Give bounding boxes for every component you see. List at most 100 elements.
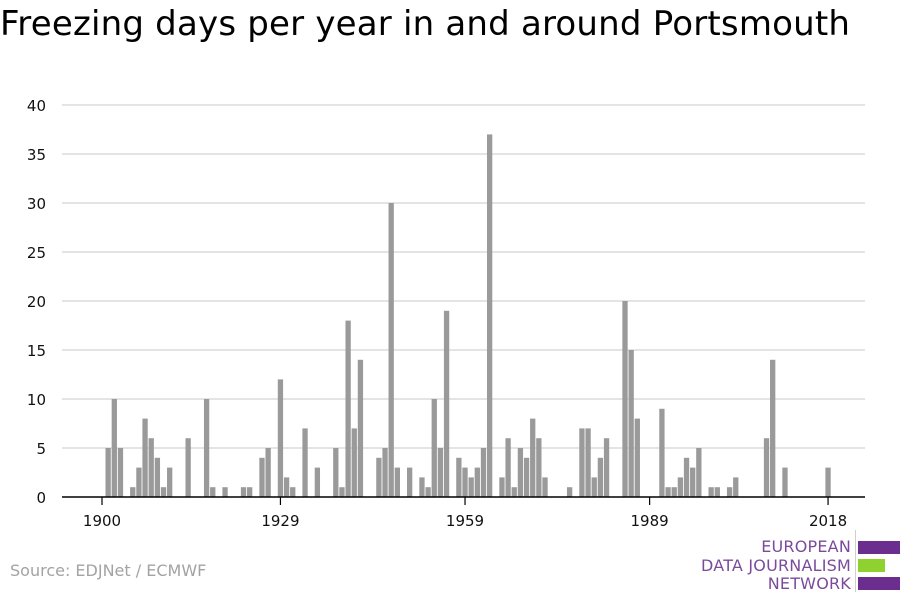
bar bbox=[425, 487, 431, 497]
bar bbox=[505, 438, 511, 497]
bar bbox=[394, 467, 400, 497]
y-tick-label: 40 bbox=[27, 97, 46, 115]
bar bbox=[111, 399, 117, 497]
bar bbox=[185, 438, 191, 497]
x-tick-label: 1929 bbox=[261, 512, 299, 530]
bar bbox=[591, 477, 597, 497]
edjnet-logo: EUROPEAN DATA JOURNALISM NETWORK bbox=[700, 528, 900, 594]
bar bbox=[136, 467, 142, 497]
bar bbox=[468, 477, 474, 497]
bar bbox=[437, 448, 444, 497]
bar bbox=[265, 448, 271, 497]
bar bbox=[148, 438, 154, 497]
bar bbox=[376, 457, 382, 497]
bar bbox=[671, 487, 677, 497]
bar bbox=[160, 487, 167, 497]
y-tick-label: 0 bbox=[36, 489, 46, 507]
bar bbox=[770, 359, 776, 497]
bar bbox=[339, 487, 345, 497]
bar bbox=[486, 134, 493, 497]
bar bbox=[542, 477, 548, 497]
bar bbox=[622, 301, 628, 497]
bar bbox=[597, 457, 604, 497]
bar bbox=[690, 467, 696, 497]
x-tick-label: 2018 bbox=[809, 512, 847, 530]
bar bbox=[388, 203, 394, 497]
bar bbox=[431, 399, 437, 497]
bar bbox=[210, 487, 216, 497]
bar bbox=[357, 359, 364, 497]
bar bbox=[240, 487, 247, 497]
bar bbox=[443, 310, 450, 497]
gridlines bbox=[62, 104, 865, 449]
bar bbox=[499, 477, 505, 497]
bar bbox=[523, 457, 530, 497]
bar bbox=[585, 428, 591, 497]
y-tick-label: 10 bbox=[27, 391, 46, 409]
logo-bar-green bbox=[858, 559, 885, 572]
logo-text-line1: EUROPEAN bbox=[761, 537, 851, 556]
bar bbox=[277, 379, 284, 497]
bar bbox=[603, 438, 610, 497]
bar bbox=[634, 418, 640, 497]
bar bbox=[825, 467, 831, 497]
source-note: Source: EDJNet / ECMWF bbox=[10, 561, 207, 580]
bar bbox=[474, 467, 480, 497]
bar bbox=[628, 350, 634, 497]
bar bbox=[517, 448, 524, 497]
bars bbox=[105, 134, 831, 497]
bar bbox=[419, 477, 425, 497]
bar bbox=[283, 477, 290, 497]
bar bbox=[566, 487, 573, 497]
bar bbox=[536, 438, 542, 497]
logo-bar-purple-bottom bbox=[858, 577, 900, 590]
bar bbox=[763, 438, 770, 497]
y-axis-ticks: 0 5 10 15 20 25 30 35 40 bbox=[27, 97, 46, 507]
bar bbox=[117, 448, 124, 497]
x-tick-label: 1959 bbox=[446, 512, 484, 530]
chart-title: Freezing days per year in and around Por… bbox=[0, 4, 851, 44]
x-tick-label: 1989 bbox=[631, 512, 669, 530]
y-tick-label: 35 bbox=[27, 146, 46, 164]
bar bbox=[708, 487, 714, 497]
x-axis-ticks: 1900 1929 1959 1989 2018 bbox=[83, 497, 847, 530]
bar bbox=[382, 448, 388, 497]
bar bbox=[345, 320, 351, 497]
bar bbox=[726, 487, 733, 497]
logo-divider bbox=[855, 530, 856, 592]
bar bbox=[290, 487, 296, 497]
logo-text-line2: DATA JOURNALISM bbox=[701, 556, 851, 575]
bar bbox=[333, 448, 339, 497]
bar bbox=[314, 467, 321, 497]
bar bbox=[142, 418, 148, 497]
bar bbox=[456, 457, 462, 497]
x-tick-label: 1900 bbox=[83, 512, 121, 530]
y-tick-label: 25 bbox=[27, 244, 46, 262]
bar bbox=[302, 428, 308, 497]
bar bbox=[130, 487, 136, 497]
bar bbox=[407, 467, 413, 497]
bar bbox=[247, 487, 253, 497]
y-tick-label: 20 bbox=[27, 293, 46, 311]
bar bbox=[733, 477, 739, 497]
bar bbox=[203, 399, 210, 497]
bar bbox=[154, 457, 161, 497]
bar bbox=[782, 467, 788, 497]
y-tick-label: 30 bbox=[27, 195, 46, 213]
logo-bar-purple-top bbox=[858, 541, 900, 554]
bar bbox=[677, 477, 684, 497]
bar bbox=[579, 428, 585, 497]
bar bbox=[683, 457, 690, 497]
bar bbox=[530, 418, 536, 497]
bar bbox=[480, 448, 487, 497]
bar bbox=[511, 487, 517, 497]
bar bbox=[167, 467, 173, 497]
bar bbox=[462, 467, 468, 497]
y-tick-label: 5 bbox=[36, 440, 46, 458]
y-tick-label: 15 bbox=[27, 342, 46, 360]
bar bbox=[714, 487, 720, 497]
bar bbox=[696, 448, 702, 497]
bar bbox=[351, 428, 357, 497]
bar bbox=[105, 448, 111, 497]
